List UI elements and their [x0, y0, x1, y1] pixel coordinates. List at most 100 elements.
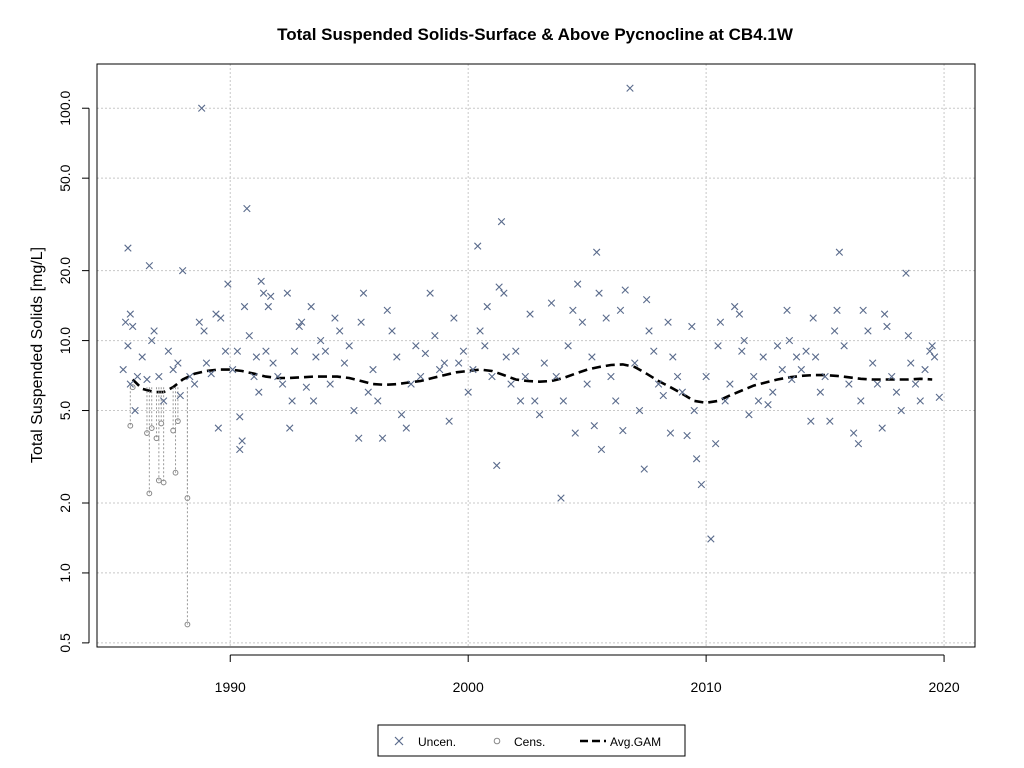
uncensored-marker-stroke [240, 302, 249, 311]
uncensored-marker-stroke [888, 372, 896, 381]
x-tick-label: 2010 [691, 679, 722, 695]
uncensored-point [750, 372, 758, 381]
uncensored-marker-stroke [497, 217, 506, 226]
uncensored-marker-stroke [243, 204, 251, 213]
uncensored-point [516, 397, 525, 405]
uncensored-point [312, 353, 320, 361]
uncensored-point [726, 380, 734, 388]
uncensored-point [236, 445, 244, 454]
uncensored-point [121, 318, 130, 326]
uncensored-marker-stroke [792, 353, 801, 361]
uncensored-marker-stroke [493, 461, 501, 470]
uncensored-point [178, 266, 187, 275]
uncensored-marker-stroke [726, 380, 734, 388]
uncensored-marker-stroke [711, 439, 720, 448]
uncensored-marker-stroke [119, 365, 127, 374]
uncensored-marker-stroke [138, 353, 146, 361]
uncensored-point [278, 380, 287, 388]
uncensored-point [697, 480, 706, 489]
uncensored-marker-stroke [150, 327, 158, 335]
uncensored-point [397, 410, 406, 419]
uncensored-point [169, 365, 177, 374]
uncensored-point [412, 342, 420, 350]
uncensored-marker-stroke [807, 417, 815, 425]
uncensored-point [897, 406, 905, 415]
censored-point [146, 387, 153, 497]
uncensored-point [369, 365, 377, 374]
uncensored-point [880, 310, 889, 318]
uncensored-marker-stroke [309, 397, 318, 405]
uncensored-marker-stroke [821, 372, 829, 381]
uncensored-marker-stroke [833, 306, 841, 314]
uncensored-point [416, 372, 425, 381]
uncensored-marker-stroke [250, 372, 258, 381]
censored-point [172, 387, 179, 476]
uncensored-marker-stroke [464, 388, 472, 396]
uncensored-marker-stroke [233, 347, 242, 355]
uncensored-point [138, 353, 146, 361]
uncensored-point [483, 302, 491, 311]
y-axis: 0.5 1.0 2.0 5.0 10.0 20.0 50.0 100.0 [57, 90, 90, 653]
uncensored-marker-stroke [840, 342, 848, 350]
uncensored-marker-stroke [238, 437, 246, 445]
uncensored-point [198, 104, 206, 112]
uncensored-marker-stroke [450, 314, 458, 322]
y-tick-label: 2.0 [57, 493, 73, 513]
uncensored-marker-stroke [690, 406, 698, 415]
uncensored-marker-stroke [412, 342, 420, 350]
uncensored-marker-stroke [642, 295, 651, 304]
x-tick-label: 2020 [928, 679, 959, 695]
uncensored-point [364, 388, 372, 396]
uncensored-marker-stroke [626, 84, 634, 92]
uncensored-marker-stroke [916, 397, 924, 405]
uncensored-marker-stroke [326, 380, 334, 388]
uncensored-marker-stroke [590, 422, 598, 430]
uncensored-marker-stroke [602, 314, 610, 322]
uncensored-marker-stroke [826, 417, 834, 425]
uncensored-marker-stroke [612, 397, 620, 405]
gam-curve [131, 363, 933, 405]
uncensored-marker-stroke [476, 327, 484, 335]
censored-point [129, 384, 136, 391]
uncensored-point [721, 397, 729, 405]
uncensored-marker-stroke [578, 318, 587, 326]
uncensored-marker-stroke [830, 327, 839, 335]
uncensored-marker-stroke [124, 244, 132, 252]
uncensored-marker-stroke [597, 445, 606, 454]
uncensored-marker-stroke [336, 327, 344, 335]
uncensored-point [552, 372, 560, 381]
uncensored-marker-stroke [892, 388, 901, 396]
censored-point [170, 387, 177, 434]
uncensored-marker-stroke [186, 372, 194, 381]
censored-marker [127, 422, 134, 429]
uncensored-marker-stroke [164, 347, 173, 355]
censored-marker [160, 479, 167, 486]
uncensored-marker-stroke [573, 280, 582, 288]
uncensored-marker-stroke [716, 318, 725, 326]
uncensored-marker-stroke [921, 365, 929, 374]
uncensored-point [626, 84, 634, 92]
uncensored-point [350, 406, 358, 415]
censored-point [160, 387, 167, 486]
uncensored-point [202, 359, 211, 367]
y-tick-label: 1.0 [57, 563, 73, 583]
uncensored-marker-stroke [678, 388, 687, 396]
uncensored-marker-stroke [738, 347, 746, 355]
uncensored-point [935, 393, 943, 401]
uncensored-point [238, 437, 246, 445]
uncensored-point [190, 380, 199, 388]
chart-title: Total Suspended Solids-Surface & Above P… [277, 25, 794, 44]
uncensored-point [809, 314, 817, 322]
uncensored-point [307, 302, 315, 311]
uncensored-point [797, 365, 805, 374]
uncensored-marker-stroke [569, 306, 577, 314]
uncensored-point [131, 406, 139, 415]
uncensored-point [145, 262, 154, 270]
uncensored-point [321, 347, 330, 355]
uncensored-marker-stroke [849, 429, 858, 437]
uncensored-marker-stroke [359, 289, 368, 297]
uncensored-point [357, 318, 365, 326]
uncensored-point [240, 302, 249, 311]
uncensored-point [645, 327, 653, 335]
uncensored-marker-stroke [488, 372, 496, 381]
